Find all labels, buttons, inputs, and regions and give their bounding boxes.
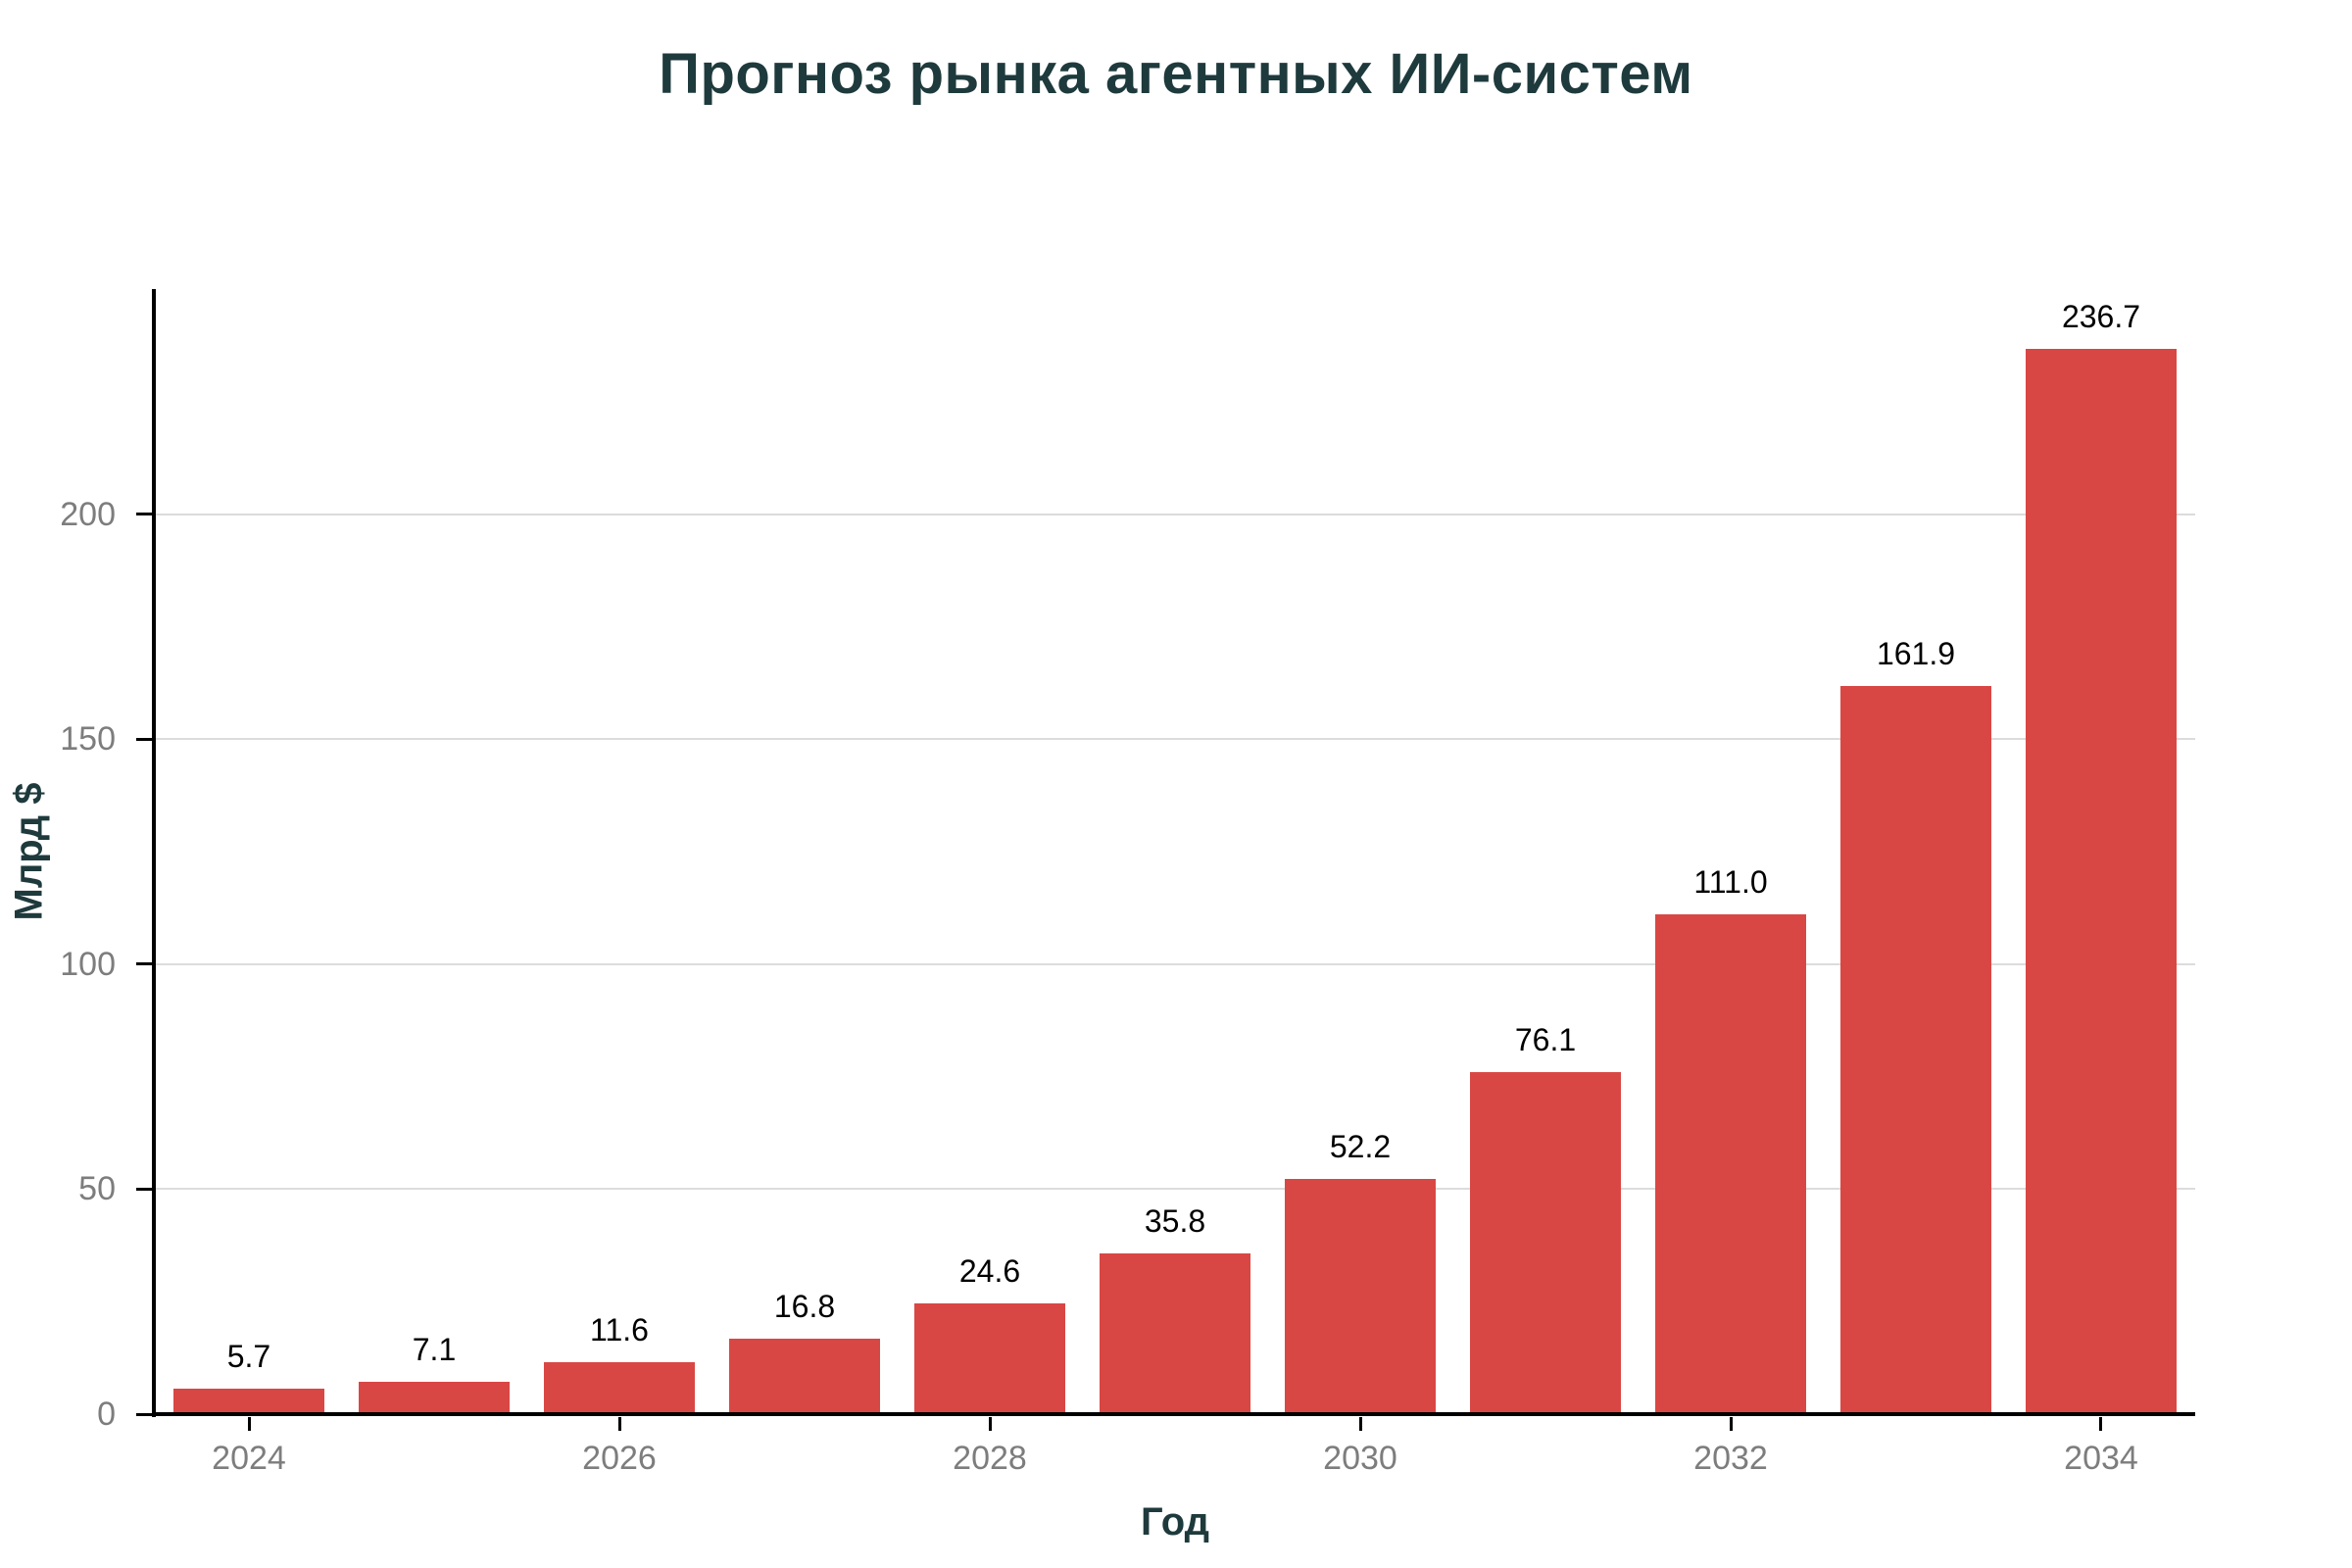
bar-value-label-2034: 236.7 xyxy=(2061,299,2141,335)
bar-value-label-2027: 16.8 xyxy=(773,1288,836,1324)
x-tick-mark-2032 xyxy=(1729,1417,1733,1431)
x-tick-mark-2034 xyxy=(2099,1417,2103,1431)
x-tick-mark-2024 xyxy=(247,1417,251,1431)
gridline-100 xyxy=(155,962,2195,965)
chart-title: Прогноз рынка агентных ИИ-систем xyxy=(659,42,1693,106)
y-tick-label-100: 100 xyxy=(60,945,116,983)
x-tick-label-2030: 2030 xyxy=(1323,1440,1397,1477)
bar-2033: 161.9 xyxy=(1840,636,1991,1414)
y-tick-label-200: 200 xyxy=(60,495,116,533)
x-axis-line xyxy=(152,1412,2195,1416)
bar-2030: 52.2 xyxy=(1285,1129,1436,1414)
bar-value-label-2026: 11.6 xyxy=(590,1311,649,1348)
gridline-50 xyxy=(155,1188,2195,1191)
y-tick-label-150: 150 xyxy=(60,720,116,759)
x-tick-label-2028: 2028 xyxy=(953,1440,1027,1477)
bar-2031: 76.1 xyxy=(1470,1022,1621,1414)
bar-2034: 236.7 xyxy=(2026,299,2177,1414)
y-tick-mark-200 xyxy=(136,513,153,516)
bar-value-label-2028: 24.6 xyxy=(958,1253,1021,1290)
y-tick-mark-100 xyxy=(136,962,153,966)
x-tick-label-2024: 2024 xyxy=(212,1440,286,1477)
bar-2027: 16.8 xyxy=(729,1289,880,1414)
bar-value-label-2029: 35.8 xyxy=(1144,1202,1206,1239)
bar-2029: 35.8 xyxy=(1100,1203,1250,1414)
bar-value-label-2024: 5.7 xyxy=(226,1338,271,1374)
plot-area: Млрд $ Год 0 50 100 150 200 5.7 7.1 11.6 16.8 24.… xyxy=(8,289,2195,1544)
bar-value-label-2025: 7.1 xyxy=(412,1332,457,1368)
bar-2032: 111.0 xyxy=(1655,864,1806,1414)
y-axis-title: Млрд $ xyxy=(7,782,51,921)
y-tick-label-50: 50 xyxy=(78,1170,116,1208)
x-tick-label-2026: 2026 xyxy=(582,1440,657,1477)
gridline-150 xyxy=(155,738,2195,741)
x-tick-mark-2028 xyxy=(988,1417,992,1431)
y-axis-line xyxy=(152,289,156,1417)
bar-value-label-2030: 52.2 xyxy=(1329,1129,1392,1165)
x-tick-label-2032: 2032 xyxy=(1693,1440,1768,1477)
x-tick-mark-2026 xyxy=(617,1417,621,1431)
bar-2025: 7.1 xyxy=(359,1332,510,1414)
y-tick-label-0: 0 xyxy=(97,1396,116,1433)
bar-2026: 11.6 xyxy=(544,1312,695,1414)
y-tick-mark-150 xyxy=(136,737,153,741)
bar-2028: 24.6 xyxy=(914,1253,1065,1414)
y-tick-mark-50 xyxy=(136,1187,153,1191)
x-tick-label-2034: 2034 xyxy=(2064,1440,2138,1477)
x-axis-title: Год xyxy=(1141,1500,1209,1544)
bar-2024: 5.7 xyxy=(172,1339,324,1414)
gridline-200 xyxy=(155,513,2195,515)
x-tick-mark-2030 xyxy=(1358,1417,1362,1431)
bar-value-label-2031: 76.1 xyxy=(1514,1021,1577,1057)
bar-value-label-2033: 161.9 xyxy=(1876,635,1956,671)
y-tick-mark-0 xyxy=(136,1412,153,1416)
bar-value-label-2032: 111.0 xyxy=(1693,864,1768,901)
